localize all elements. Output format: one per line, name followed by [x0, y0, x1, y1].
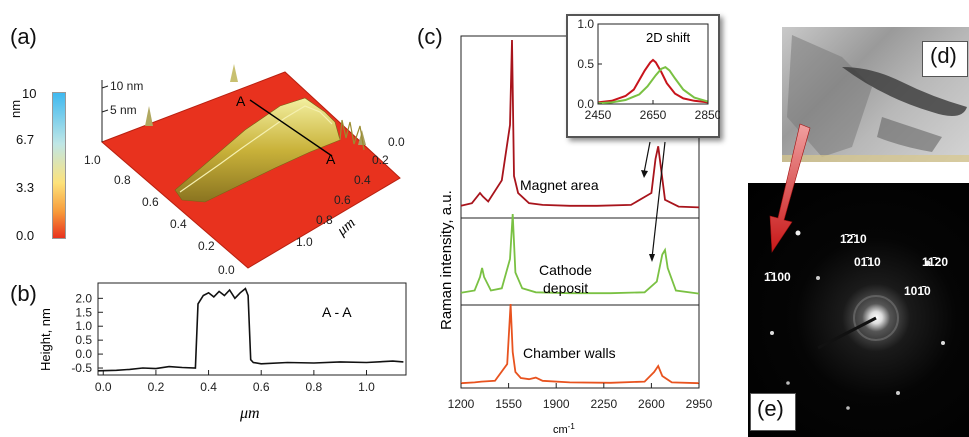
x-tick-label: 1.0: [358, 380, 375, 394]
y-tick-label: 0.5: [577, 57, 594, 71]
axis-tick: 1.0: [296, 235, 313, 249]
spot-label: 1̄2̄10: [840, 232, 867, 246]
panel-label-a: (a): [10, 24, 37, 49]
axis-tick: 0.6: [334, 193, 351, 207]
inset-title: 2D shift: [646, 30, 690, 45]
axis-tick: 0.2: [198, 239, 215, 253]
x-tick-label: 0.6: [253, 380, 270, 394]
axis-tick: 0.0: [388, 135, 405, 149]
afm-ridge: [174, 97, 341, 203]
profile-annotation: A - A: [322, 304, 352, 320]
section-label: A: [236, 93, 246, 109]
axis-tick: 1.0: [84, 153, 101, 167]
panel-label-c: (c): [417, 24, 443, 49]
x-tick-label: 0.2: [148, 380, 165, 394]
x-tick-label: 1200: [448, 397, 475, 411]
inset-line: [597, 58, 709, 104]
colorbar-tick: 6.7: [16, 132, 35, 147]
y-tick-label: 0.0: [75, 347, 92, 361]
x-tick-label: 2650: [640, 108, 667, 122]
colorbar: [52, 92, 66, 239]
raman-chart: 1200 1550 1900 2250 2600 2950 Raman intensity…: [438, 35, 713, 437]
axis-tick: 0.8: [114, 173, 131, 187]
axis-tick: 0.8: [316, 213, 333, 227]
x-tick-label: 2850: [695, 108, 720, 122]
panel-label-d: (d): [930, 43, 957, 68]
colorbar-unit: nm: [8, 99, 23, 118]
section-line: [249, 99, 333, 157]
section-label: A: [326, 151, 336, 167]
panel-label-e: (e): [757, 396, 784, 421]
spectrum-line: [460, 213, 700, 295]
profile-line: [97, 287, 404, 372]
x-tick-label: 2600: [638, 397, 665, 411]
arrow: [651, 141, 666, 259]
y-tick-label: 0.5: [75, 333, 92, 347]
panel-label-box-e: [750, 393, 796, 431]
x-axis-label: cm-1: [553, 422, 575, 437]
y-axis-label: Raman intensity, a.u.: [438, 190, 455, 330]
axis-tick: 0.2: [372, 153, 389, 167]
z-tick: 5 nm: [110, 103, 137, 117]
axis-tick: 0.4: [354, 173, 371, 187]
inset-line: [597, 66, 709, 105]
x-tick-label: 1900: [543, 397, 570, 411]
spot-label: 101̄0: [904, 284, 931, 298]
plot-frame: [97, 282, 407, 376]
colorbar-tick: 10: [22, 86, 37, 101]
y-axis-label: Height, nm: [38, 308, 53, 371]
colorbar-tick: 0.0: [16, 228, 35, 243]
y-tick-label: 2.0: [75, 291, 92, 305]
axis-tick: 0.0: [218, 263, 235, 277]
arrow: [643, 141, 651, 174]
spectrum-line: [460, 39, 700, 209]
spot-label: 01̄10: [854, 255, 881, 269]
height-profile-chart: 2.01.51.00.50.0-0.5 0.0 0.2 0.4 0.6 0.8 1.0 A…: [38, 282, 407, 422]
x-tick-label: 1550: [495, 397, 522, 411]
panel-label-box-d: [922, 41, 968, 77]
tem-image: [782, 27, 969, 162]
series-label: Cathode: [539, 262, 592, 278]
y-tick-label: 1.0: [75, 319, 92, 333]
spot-label: 1̄100: [764, 270, 791, 284]
x-tick-label: 2450: [585, 108, 612, 122]
y-tick-label: 1.5: [75, 305, 92, 319]
spectrum-line: [460, 303, 700, 385]
x-tick-label: 0.4: [200, 380, 217, 394]
axis-tick: 0.4: [170, 217, 187, 231]
inset-panel: [566, 14, 720, 138]
spot-label: 11̄20: [922, 255, 948, 269]
red-arrow: [769, 123, 811, 253]
series-label: Chamber walls: [523, 345, 616, 361]
x-tick-label: 2250: [590, 397, 617, 411]
afm-3d-surface: 10 nm 5 nm A A 1.0 0.8 0.6 0.4 0.2 0.0 0…: [84, 64, 405, 277]
y-tick-label: 1.0: [577, 17, 594, 31]
x-axis-label: μm: [239, 405, 260, 422]
series-label: deposit: [543, 280, 588, 296]
x-tick-label: 0.0: [95, 380, 112, 394]
afm-spike: [145, 106, 153, 126]
z-tick: 10 nm: [110, 79, 143, 93]
afm-spike: [230, 64, 238, 82]
panel-label-b: (b): [10, 281, 37, 306]
series-label: Magnet area: [520, 177, 599, 193]
y-tick-label: -0.5: [71, 361, 92, 375]
y-tick-label: 0.0: [577, 97, 594, 111]
colorbar-tick: 3.3: [16, 180, 35, 195]
x-tick-label: 2950: [686, 397, 713, 411]
axis-label: μm: [334, 215, 359, 240]
x-tick-label: 0.8: [306, 380, 323, 394]
axis-tick: 0.6: [142, 195, 159, 209]
